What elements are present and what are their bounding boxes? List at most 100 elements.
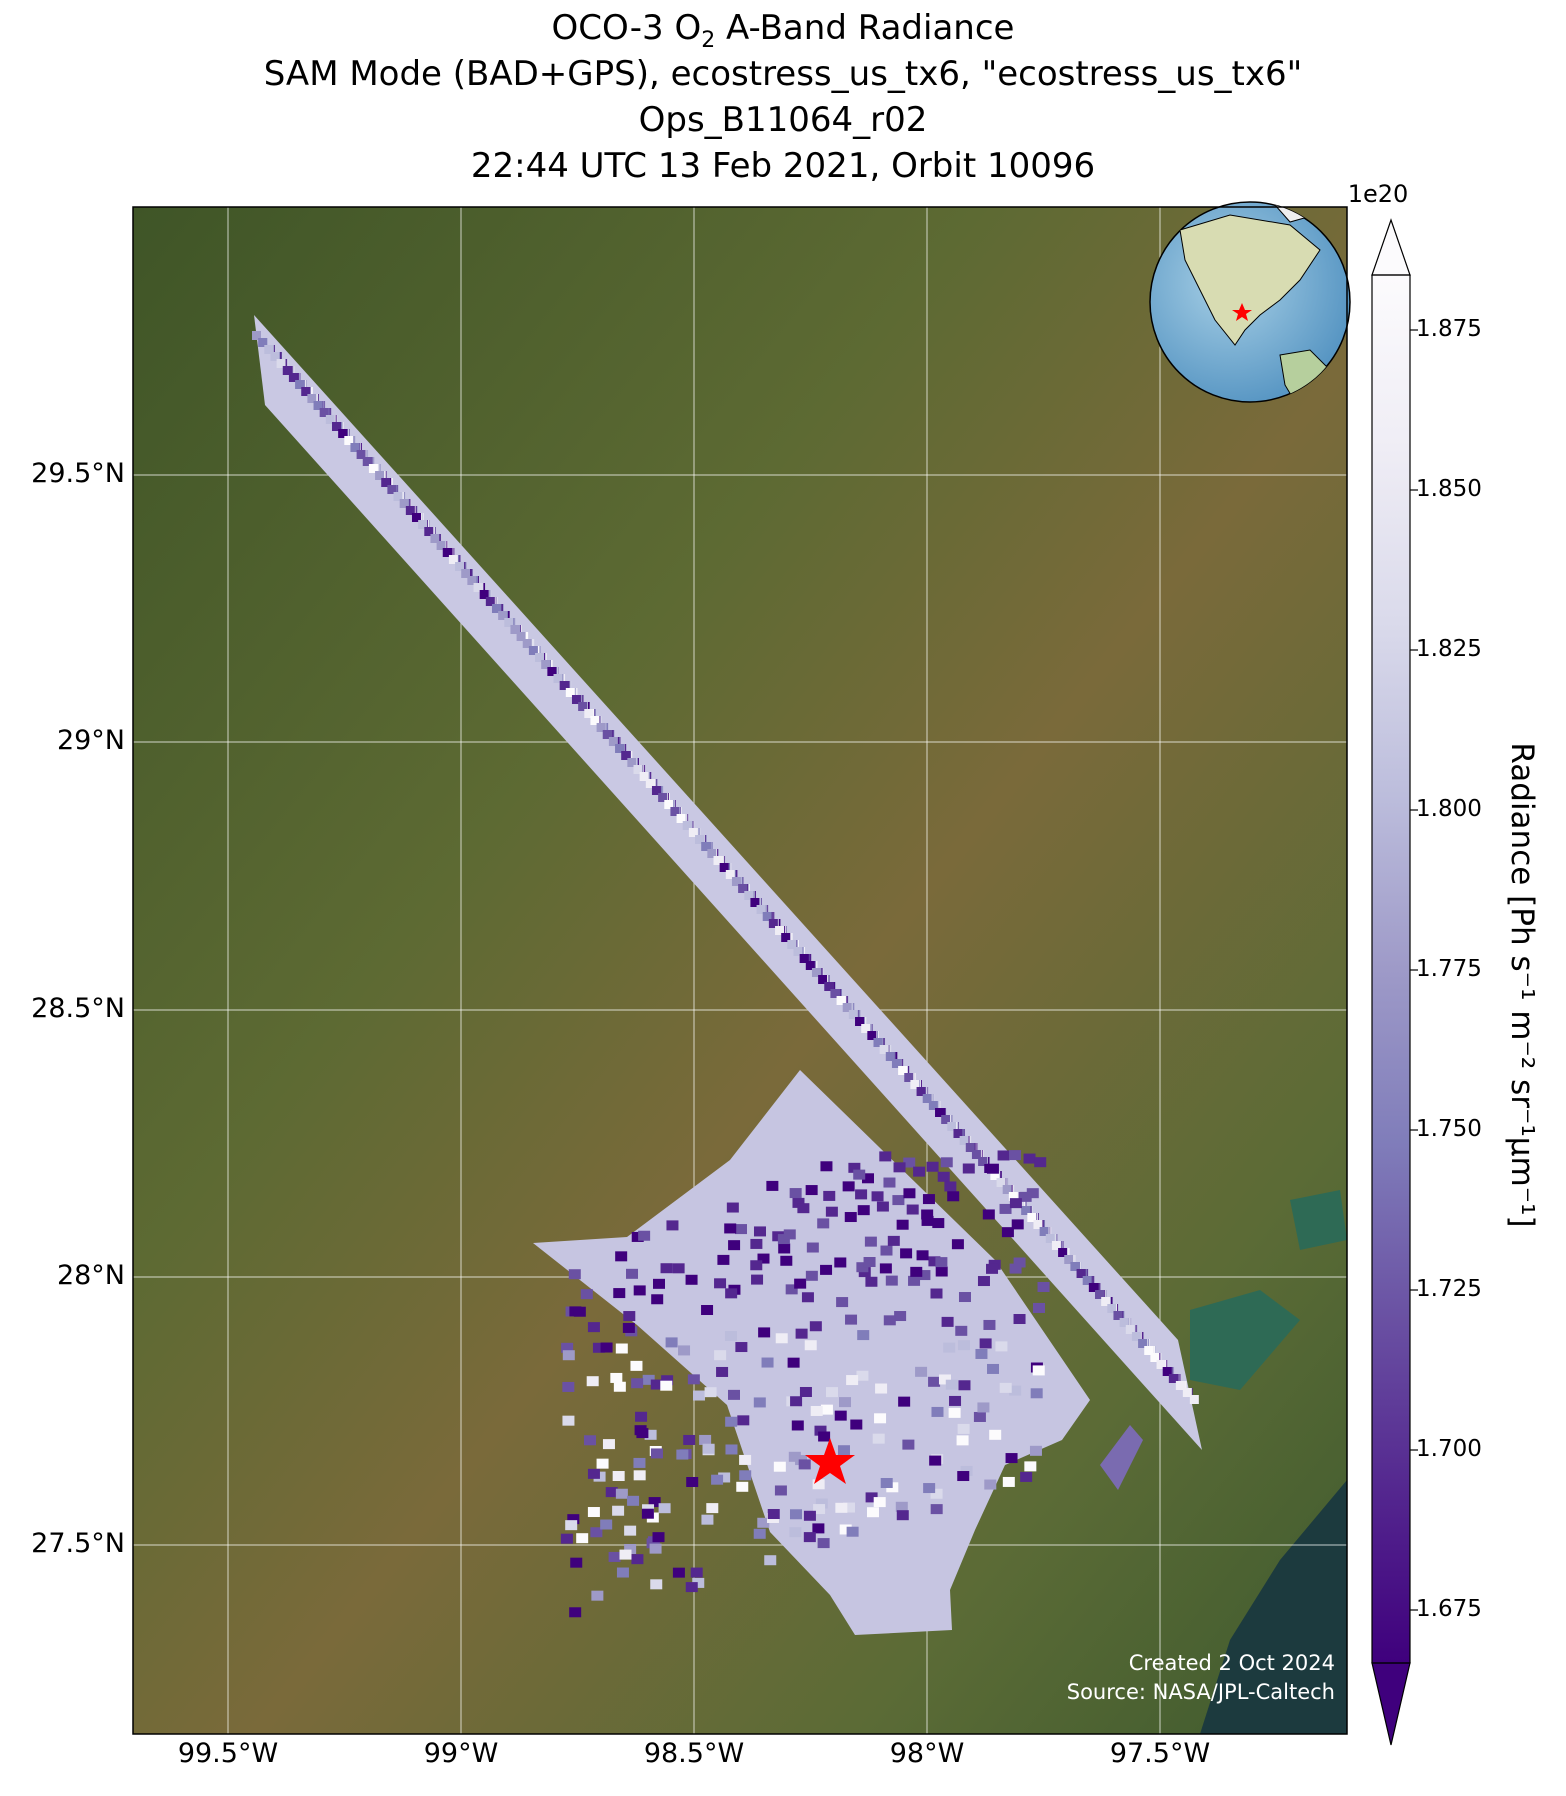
swath-cell	[790, 1396, 803, 1407]
swath-cell	[672, 1567, 685, 1578]
swath-cell	[633, 1285, 646, 1296]
swath-cell	[725, 870, 735, 879]
lon-tick-99-5: 99.5°W	[177, 1738, 279, 1769]
swath-cell	[649, 1543, 662, 1554]
swath-cell	[584, 1435, 597, 1446]
swath-cell	[660, 1380, 673, 1391]
swath-cell	[903, 1188, 916, 1199]
swath-cell	[892, 1195, 905, 1206]
swath-cell	[837, 1445, 850, 1456]
swath-cell	[817, 1218, 830, 1229]
swath-cell	[883, 1315, 896, 1326]
swath-cell	[737, 1415, 750, 1426]
swath-cell	[670, 807, 680, 816]
swath-cell	[789, 1527, 802, 1538]
swath-cell	[921, 1215, 934, 1226]
swath-cell	[1045, 1234, 1055, 1243]
swath-cell	[368, 464, 378, 473]
swath-cell	[424, 527, 434, 536]
swath-cell	[823, 1190, 836, 1201]
swath-cell	[612, 1505, 625, 1516]
swath-cell	[1002, 1476, 1015, 1487]
swath-cell	[895, 1501, 908, 1512]
lat-tick-27-5: 27.5°N	[31, 1528, 125, 1559]
swath-cell	[660, 1263, 673, 1274]
swath-cell	[619, 1549, 632, 1560]
swath-cell	[799, 954, 809, 963]
swath-cell	[792, 1197, 805, 1208]
swath-cell	[638, 1230, 651, 1241]
swath-cell	[1020, 1471, 1033, 1482]
swath-cell	[731, 877, 741, 886]
swath-cell	[778, 1243, 791, 1254]
swath-cell	[848, 1162, 861, 1173]
swath-cell	[590, 716, 600, 725]
swath-cell	[926, 1161, 939, 1172]
swath-cell	[928, 1376, 941, 1387]
swath-cell	[1009, 1198, 1022, 1209]
credit-created: Created 2 Oct 2024	[1129, 1651, 1335, 1675]
swath-cell	[602, 1439, 615, 1450]
swath-cell	[1125, 1325, 1135, 1334]
swath-cell	[676, 814, 686, 823]
swath-cell	[678, 1345, 691, 1356]
map-frame	[132, 206, 1348, 1735]
swath-cell	[473, 583, 483, 592]
swath-cell	[633, 1457, 646, 1468]
swath-cell	[932, 1218, 945, 1229]
swath-cell	[871, 1191, 884, 1202]
swath-cell	[560, 1533, 573, 1544]
colorbar-tick-6: 1.750	[1416, 1116, 1482, 1142]
swath-cell	[1101, 1297, 1111, 1306]
swath-cell	[953, 1129, 963, 1138]
swath-cell	[764, 1555, 777, 1566]
swath-cell	[948, 1407, 961, 1418]
swath-cell	[264, 345, 274, 354]
colorbar-extend-top	[1371, 218, 1411, 276]
swath-cell	[930, 1504, 943, 1515]
swath-cell	[751, 1274, 764, 1285]
swath-cell	[979, 1338, 992, 1349]
swath-cell	[799, 1386, 812, 1397]
swath-cell	[479, 590, 489, 599]
swath-cell	[565, 688, 575, 697]
swath-cell	[726, 1202, 739, 1213]
swath-cell	[750, 898, 760, 907]
swath-cell	[913, 1166, 926, 1177]
swath-cell	[916, 1250, 929, 1261]
swath-cell	[528, 646, 538, 655]
swath-cell	[1064, 1255, 1074, 1264]
swath-cell	[613, 1381, 626, 1392]
swath-cell	[1088, 1283, 1098, 1292]
swath-cell	[690, 1567, 703, 1578]
swath-cell	[718, 1472, 731, 1483]
swath-cell	[929, 1455, 942, 1466]
colorbar-tick-3: 1.825	[1416, 636, 1482, 662]
swath-cell	[602, 730, 612, 739]
swath-cell	[826, 1387, 838, 1398]
radiance-fragment	[1100, 1425, 1143, 1490]
swath-cell	[824, 982, 834, 991]
swath-cell	[736, 1481, 749, 1492]
swath-cell	[586, 1376, 599, 1387]
swath-cell	[866, 1507, 879, 1518]
swath-cell	[997, 1150, 1010, 1161]
swath-cell	[706, 1503, 719, 1514]
chart-title-line4: 22:44 UTC 13 Feb 2021, Orbit 10096	[470, 146, 1096, 186]
swath-cell	[270, 352, 280, 361]
swath-cell	[820, 1161, 833, 1172]
swath-cell	[805, 1270, 818, 1281]
swath-cell	[1058, 1248, 1068, 1257]
swath-cell	[825, 1206, 838, 1217]
swath-cell	[785, 1284, 798, 1295]
swath-cell	[962, 1163, 975, 1174]
swath-cell	[753, 1528, 766, 1539]
swath-cell	[891, 1059, 901, 1068]
swath-cell	[702, 1443, 715, 1454]
swath-cell	[922, 1094, 932, 1103]
swath-cell	[1138, 1339, 1148, 1348]
swath-cell	[591, 1590, 604, 1601]
swath-cell	[896, 1219, 909, 1230]
swath-cell	[571, 695, 581, 704]
swath-cell	[282, 366, 292, 375]
